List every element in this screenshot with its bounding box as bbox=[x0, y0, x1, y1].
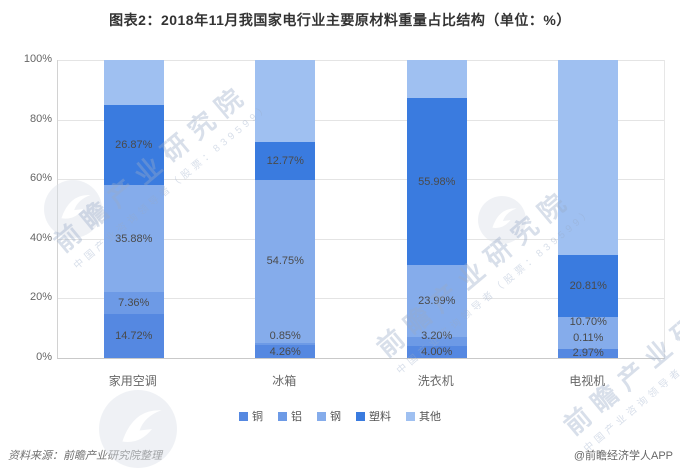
plot-area: 14.72% 7.36% 35.88% 26.87% 4.26% 0.85% 54.75% 1… bbox=[57, 60, 665, 359]
bar-segment bbox=[406, 265, 467, 337]
bar-segment bbox=[406, 336, 467, 347]
stacked-bar bbox=[558, 60, 619, 358]
legend-swatch bbox=[406, 411, 415, 421]
bar-value-label: 0.85% bbox=[269, 329, 301, 342]
stacked-bar bbox=[255, 60, 316, 358]
bar-segment bbox=[103, 105, 164, 186]
y-tick-label: 100% bbox=[23, 53, 52, 65]
bar-segment bbox=[558, 316, 619, 349]
legend-swatch bbox=[278, 411, 287, 421]
bar-segment bbox=[255, 342, 316, 346]
legend-swatch bbox=[356, 411, 365, 421]
bar-segment bbox=[406, 346, 467, 358]
legend-label: 铜 bbox=[252, 411, 263, 423]
bar-segment bbox=[558, 60, 619, 255]
gridline bbox=[58, 239, 664, 240]
bar-segment bbox=[558, 349, 619, 358]
legend-label: 钢 bbox=[330, 411, 341, 423]
bar-value-label: 4.00% bbox=[421, 346, 453, 359]
gridline bbox=[58, 179, 664, 180]
bar-value-label: 2.97% bbox=[572, 347, 604, 359]
bar-segment bbox=[255, 179, 316, 343]
legend-item-铝: 铝 bbox=[278, 408, 302, 424]
gridline bbox=[58, 298, 664, 299]
bar-segment bbox=[406, 60, 467, 99]
bar-segment bbox=[255, 60, 316, 142]
bar-column-3: 4.00% 3.20% 23.99% 55.98% bbox=[361, 60, 513, 358]
bar-columns: 14.72% 7.36% 35.88% 26.87% 4.26% 0.85% 54.75% 1… bbox=[58, 60, 665, 359]
bar-column-4: 2.97% 0.11% 10.70% 20.81% bbox=[513, 60, 665, 359]
bar-segment bbox=[103, 185, 164, 293]
chart-title: 图表2：2018年11月我国家电行业主要原材料重量占比结构（单位：%） bbox=[109, 12, 571, 28]
bar-segment bbox=[103, 60, 164, 106]
legend-swatch bbox=[239, 411, 248, 421]
bar-value-label: 3.20% bbox=[421, 330, 453, 343]
x-axis-labels: 家用空调 冰箱 洗衣机 电视机 bbox=[57, 372, 663, 389]
bar-value-label: 23.99% bbox=[418, 294, 456, 307]
legend-item-钢: 钢 bbox=[317, 408, 341, 424]
bar-segment bbox=[103, 292, 164, 315]
stacked-bar bbox=[406, 60, 467, 358]
bar-value-label: 55.98% bbox=[418, 175, 456, 188]
bar-value-label: 35.88% bbox=[115, 232, 153, 245]
gridline bbox=[58, 60, 664, 61]
bar-value-label: 10.70% bbox=[569, 315, 607, 328]
y-tick-label: 0% bbox=[36, 351, 52, 363]
legend-item-铜: 铜 bbox=[239, 408, 263, 424]
legend-item-塑料: 塑料 bbox=[356, 408, 391, 424]
legend-label: 塑料 bbox=[369, 411, 391, 423]
legend-label: 铝 bbox=[291, 411, 302, 423]
bar-value-label: 12.77% bbox=[266, 154, 304, 167]
bar-segment bbox=[103, 314, 164, 358]
y-tick-label: 20% bbox=[29, 291, 52, 303]
gridline bbox=[58, 120, 664, 121]
legend: 铜 铝 钢 塑料 其他 bbox=[0, 408, 680, 424]
bar-column-2: 4.26% 0.85% 54.75% 12.77% bbox=[210, 60, 362, 358]
bar-segment bbox=[406, 98, 467, 266]
legend-item-其他: 其他 bbox=[406, 408, 441, 424]
category-label: 电视机 bbox=[569, 374, 606, 388]
app-credit: @前瞻经济学人APP bbox=[573, 450, 673, 462]
category-label: 洗衣机 bbox=[417, 374, 454, 388]
bar-value-label: 14.72% bbox=[115, 330, 153, 343]
y-tick-label: 80% bbox=[29, 113, 52, 125]
bar-column-1: 14.72% 7.36% 35.88% 26.87% bbox=[58, 60, 210, 358]
bar-value-label: 54.75% bbox=[266, 255, 304, 268]
bar-value-label: 7.36% bbox=[118, 297, 150, 310]
y-tick-label: 40% bbox=[29, 232, 52, 244]
bar-segment bbox=[255, 141, 316, 180]
bar-segment bbox=[558, 254, 619, 317]
bar-value-label: 20.81% bbox=[569, 279, 607, 292]
stacked-bar bbox=[103, 60, 164, 358]
y-tick-label: 60% bbox=[29, 172, 52, 184]
bar-value-label: 4.26% bbox=[269, 345, 301, 358]
source-note: 资料来源：前瞻产业研究院整理 bbox=[8, 450, 162, 462]
bar-value-label: 26.87% bbox=[115, 139, 153, 152]
category-label: 冰箱 bbox=[272, 374, 297, 388]
legend-swatch bbox=[317, 411, 326, 421]
legend-label: 其他 bbox=[419, 411, 441, 423]
bar-segment bbox=[255, 345, 316, 358]
category-label: 家用空调 bbox=[108, 374, 157, 388]
bar-value-label: 0.11% bbox=[573, 331, 604, 344]
